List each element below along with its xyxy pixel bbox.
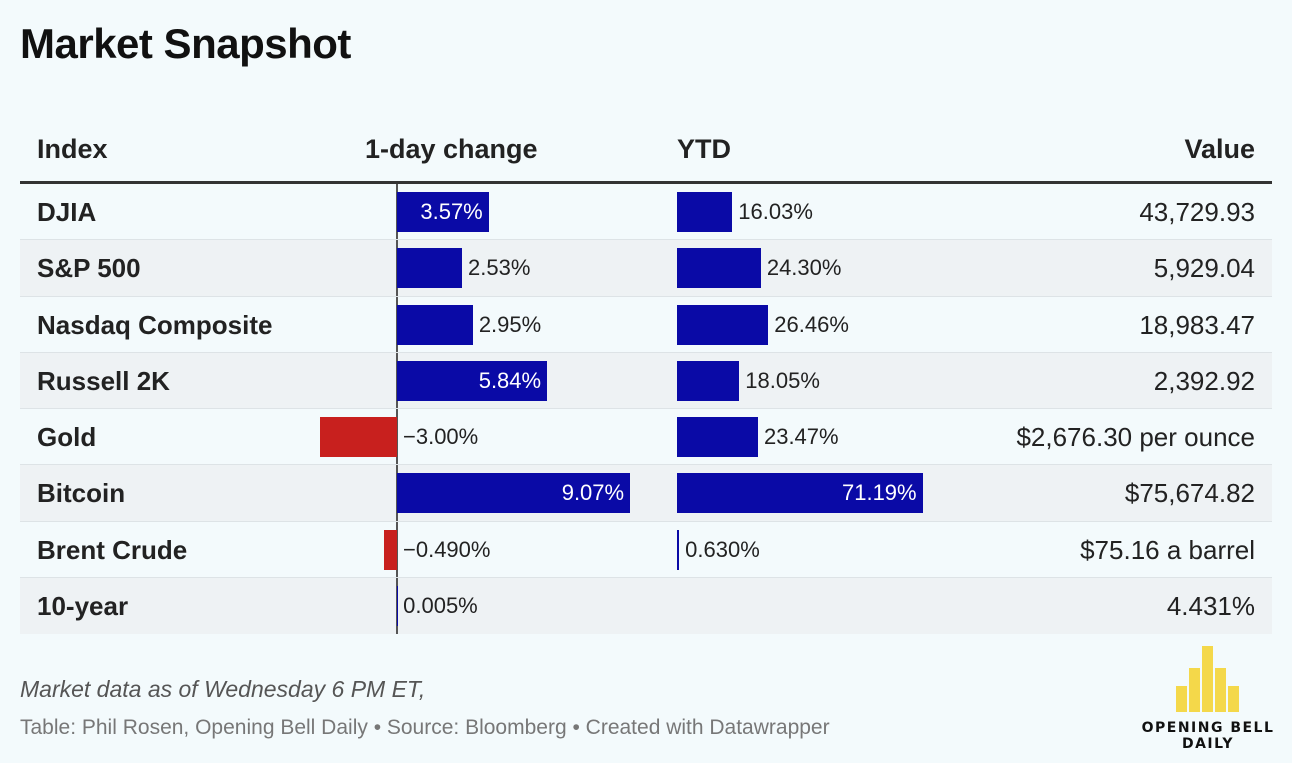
logo-line-1: OPENING BELL <box>1141 720 1275 736</box>
row-value: 43,729.93 <box>1139 197 1255 227</box>
day-change-bar <box>319 417 397 458</box>
day-change-bar <box>397 473 631 514</box>
ytd-bar <box>677 529 680 570</box>
row-index-name: Nasdaq Composite <box>37 309 273 340</box>
table-row: 10-year 0.005% 4.431% <box>20 578 1272 635</box>
ytd-label: 0.630% <box>685 536 760 562</box>
header-value: Value <box>1184 134 1255 164</box>
table-row: DJIA 3.57% 16.03% 43,729.93 <box>20 184 1272 241</box>
day-change-label: −3.00% <box>403 424 479 450</box>
ytd-label: 16.03% <box>738 199 813 224</box>
day-change-bar <box>397 192 489 232</box>
row-index-name: DJIA <box>37 197 97 227</box>
ytd-bar <box>677 417 758 458</box>
ytd-label: 23.47% <box>763 424 839 450</box>
header-index: Index <box>37 134 108 164</box>
day-change-label: 9.07% <box>561 480 625 506</box>
table-row: Brent Crude −0.490% 0.630% $75.16 a barrel <box>20 521 1272 579</box>
day-change-bar <box>384 529 397 570</box>
row-index-name: S&P 500 <box>37 253 141 284</box>
row-index-name: Gold <box>37 422 97 453</box>
ytd-bar <box>677 304 769 345</box>
day-change-bar <box>397 360 548 401</box>
ytd-label: 26.46% <box>774 311 849 337</box>
row-value: 5,929.04 <box>1153 253 1255 284</box>
day-change-cell: 9.07% <box>280 465 631 521</box>
table-header: Index 1-day change YTD Value <box>20 122 1272 184</box>
footnote: Market data as of Wednesday 6 PM ET, <box>20 676 426 702</box>
row-value: 2,392.92 <box>1153 365 1255 396</box>
day-change-cell: −0.490% <box>280 521 560 578</box>
row-value: $75,674.82 <box>1124 478 1255 509</box>
day-axis-line <box>396 521 398 578</box>
day-change-cell: −3.00% <box>280 409 560 465</box>
header-day-change: 1-day change <box>365 134 538 164</box>
day-change-cell: 0.005% <box>280 578 560 635</box>
table-row: Bitcoin 9.07% 71.19% $75,674.82 <box>20 465 1272 522</box>
row-index-name: Bitcoin <box>37 478 126 509</box>
bar-chart-icon <box>1176 646 1240 712</box>
ytd-cell: 71.19% <box>677 465 977 520</box>
day-change-cell: 3.57% <box>280 184 560 240</box>
ytd-cell: 16.03% <box>677 184 977 239</box>
table-row: Nasdaq Composite 2.95% 26.46% 18,983.47 <box>20 296 1272 353</box>
day-change-label: 5.84% <box>478 367 542 393</box>
ytd-label: 18.05% <box>745 367 820 393</box>
day-change-bar <box>397 304 473 345</box>
day-change-cell: 2.95% <box>280 296 560 352</box>
table-body: DJIA 3.57% 16.03% 43,729.93 S&P 500 2.53% 24.3… <box>20 184 1272 635</box>
logo-line-2: DAILY <box>1181 736 1235 752</box>
row-value: $2,676.30 per ounce <box>1016 422 1255 453</box>
day-change-label: 2.95% <box>478 311 542 337</box>
table-row: S&P 500 2.53% 24.30% 5,929.04 <box>20 240 1272 297</box>
day-change-label: 2.53% <box>468 255 531 281</box>
ytd-bar <box>677 360 740 401</box>
row-value: 4.431% <box>1166 591 1255 622</box>
table-row: Gold −3.00% 23.47% $2,676.30 per ounce <box>20 409 1272 466</box>
page-title: Market Snapshot <box>20 20 351 67</box>
day-change-cell: 2.53% <box>280 240 560 296</box>
header-ytd: YTD <box>677 134 731 164</box>
row-index-name: Brent Crude <box>37 534 188 565</box>
ytd-cell: 0.630% <box>677 522 977 577</box>
row-index-name: Russell 2K <box>37 365 170 396</box>
ytd-cell <box>677 578 977 634</box>
ytd-cell: 24.30% <box>677 240 977 295</box>
day-change-label: 0.005% <box>403 593 478 619</box>
day-axis-line <box>396 409 398 465</box>
day-change-label: −0.490% <box>403 536 491 562</box>
row-index-name: 10-year <box>37 591 129 622</box>
ytd-cell: 18.05% <box>677 353 977 408</box>
ytd-label: 71.19% <box>841 480 917 506</box>
row-value: 18,983.47 <box>1139 309 1255 340</box>
ytd-label: 24.30% <box>766 255 842 281</box>
ytd-bar <box>677 192 733 232</box>
source-line: Table: Phil Rosen, Opening Bell Daily • … <box>20 716 830 739</box>
ytd-cell: 23.47% <box>677 409 977 464</box>
day-change-cell: 5.84% <box>280 352 560 409</box>
ytd-bar <box>677 248 761 289</box>
day-change-bar <box>397 248 463 289</box>
row-value: $75.16 a barrel <box>1080 534 1255 565</box>
ytd-cell: 26.46% <box>677 297 977 352</box>
day-change-label: 3.57% <box>420 199 483 224</box>
opening-bell-logo: OPENING BELL DAILY <box>1136 646 1280 756</box>
logo-text: OPENING BELL DAILY <box>1136 720 1280 752</box>
ytd-bar <box>677 473 923 514</box>
market-table: Index 1-day change YTD Value DJIA 3.57% 16… <box>20 122 1272 635</box>
table-row: Russell 2K 5.84% 18.05% 2,392.92 <box>20 352 1272 410</box>
